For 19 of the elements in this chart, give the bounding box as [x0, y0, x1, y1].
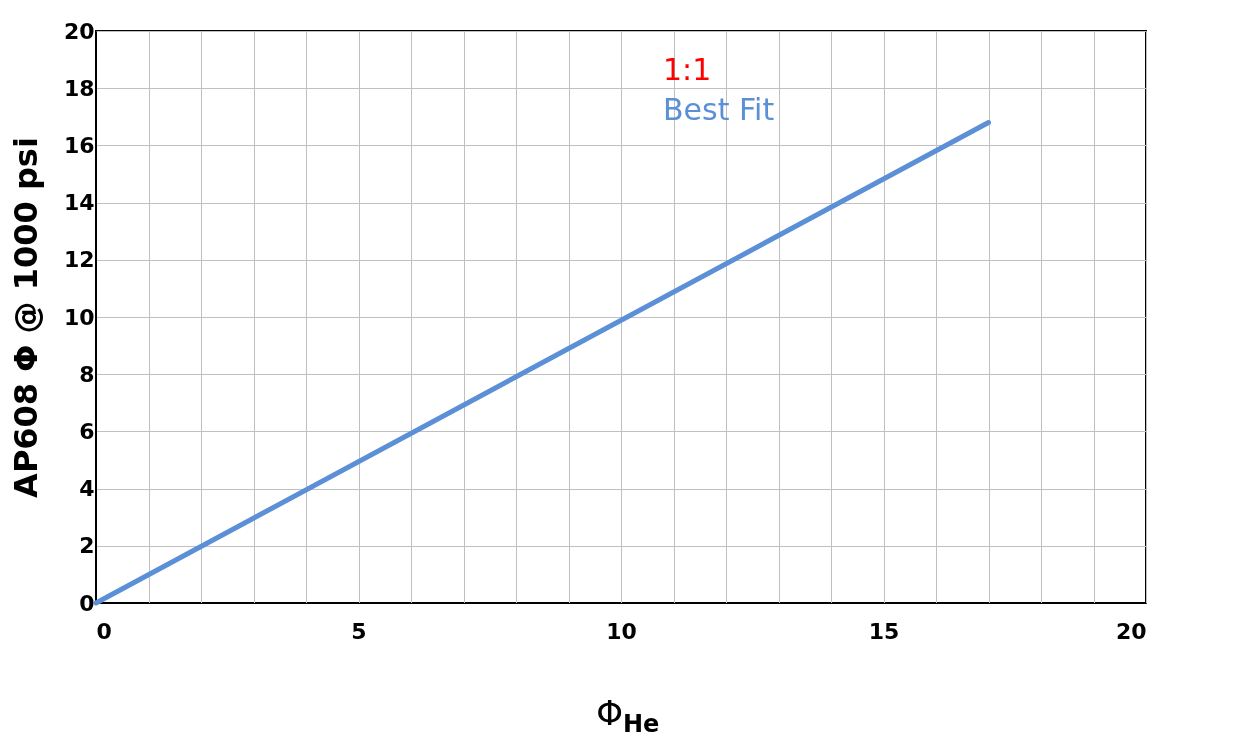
x-tick-label: 20: [1115, 618, 1147, 644]
y-tick-label: 12: [63, 247, 95, 273]
text: Best Fit: [663, 92, 775, 127]
y-tick-label: 10: [63, 304, 95, 330]
y-tick-label: 8: [79, 361, 95, 387]
legend-label: 1:1: [663, 52, 712, 87]
y-tick-label: 0: [79, 590, 95, 616]
y-tick-label: 16: [63, 132, 95, 158]
x-tick-label: 5: [351, 618, 367, 644]
y-axis-title: AP608 Φ @ 1000 psi: [6, 137, 45, 498]
y-tick-label: 14: [63, 190, 95, 216]
x-tick-label: 15: [868, 618, 900, 644]
y-tick-label: 2: [79, 533, 95, 559]
y-tick-label: 4: [79, 476, 95, 502]
y-tick-label: 20: [63, 18, 95, 44]
x-tick-label: 0: [96, 618, 112, 644]
y-tick-label: 6: [79, 418, 95, 444]
x-tick-label: 10: [606, 618, 637, 644]
y-tick-label: 18: [63, 75, 95, 101]
